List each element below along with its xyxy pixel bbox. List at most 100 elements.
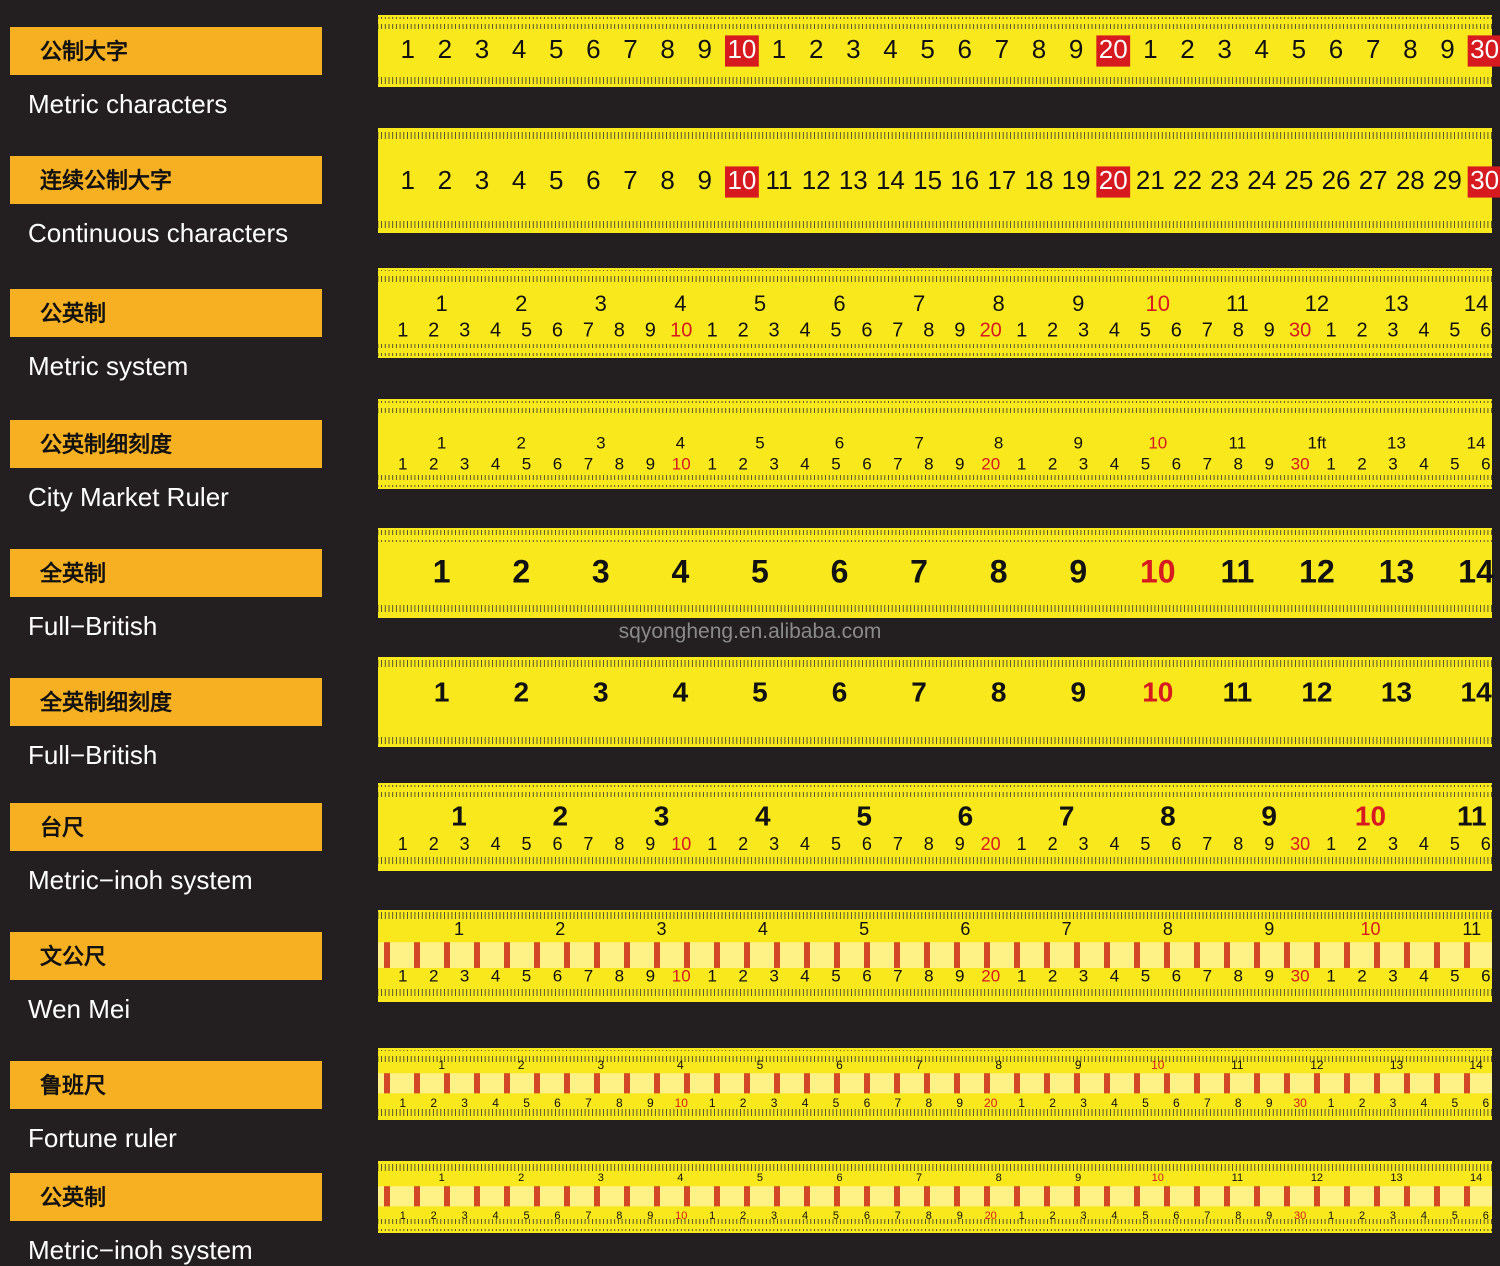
ruler-number: 11 — [1462, 919, 1481, 939]
ruler-number: 13 — [1381, 676, 1412, 707]
ruler-number: 2 — [553, 800, 569, 831]
ruler-number: 5 — [522, 454, 531, 473]
ruler-number: 5 — [521, 319, 532, 341]
ruler — [378, 399, 1492, 489]
label-bar — [10, 549, 322, 597]
ruler-number: 4 — [1421, 1210, 1427, 1222]
ruler-number: 5 — [1450, 454, 1459, 473]
ruler-number: 4 — [676, 433, 685, 452]
ruler-number: 7 — [623, 165, 637, 195]
label-bar — [10, 1061, 322, 1109]
ruler-number: 1 — [398, 966, 407, 985]
ruler-number: 6 — [1480, 319, 1491, 341]
ruler-number: 9 — [956, 1096, 963, 1110]
ruler-number: 4 — [799, 319, 810, 341]
ruler-number: 8 — [994, 433, 1003, 452]
ruler-number: 7 — [585, 1210, 591, 1222]
ruler-number: 1 — [399, 1096, 406, 1110]
ruler-number: 1 — [1017, 454, 1026, 473]
ruler-number: 1 — [1326, 834, 1336, 854]
ruler-number: 12 — [1311, 1172, 1323, 1184]
ruler-number: 12 — [802, 165, 831, 195]
ruler-number: 3 — [657, 919, 667, 939]
ruler-number: 7 — [584, 966, 593, 985]
ruler-number: 6 — [958, 800, 974, 831]
ruler-number: 9 — [1266, 1096, 1273, 1110]
ruler-number: 8 — [1160, 800, 1176, 831]
ruler-number: 6 — [1482, 1096, 1489, 1110]
ruler-number: 3 — [1080, 1210, 1086, 1222]
ruler-ticks-top — [378, 130, 1492, 142]
ruler-number: 3 — [459, 319, 470, 341]
ruler-number: 3 — [460, 834, 470, 854]
ruler-number: 8 — [1233, 319, 1244, 341]
label-bar — [10, 156, 322, 204]
ruler-number: 6 — [831, 553, 849, 589]
ruler-number: 24 — [1247, 165, 1276, 195]
ruler-band — [378, 942, 1492, 968]
ruler-number: 11 — [1231, 1058, 1244, 1072]
ruler-number: 7 — [914, 433, 923, 452]
ruler-number: 7 — [911, 676, 927, 707]
ruler-number: 9 — [645, 319, 656, 341]
ruler-number: 3 — [769, 319, 780, 341]
ruler-number: 5 — [831, 454, 840, 473]
ruler-number: 6 — [861, 319, 872, 341]
ruler-number: 11 — [1223, 676, 1253, 707]
ruler-number: 3 — [1078, 319, 1089, 341]
ruler-ticks-top — [378, 270, 1492, 282]
label-cn: 台尺 — [40, 815, 84, 840]
ruler-number: 26 — [1322, 165, 1351, 195]
ruler-number: 9 — [955, 966, 964, 985]
ruler-number: 5 — [831, 834, 841, 854]
ruler-number: 1 — [1016, 319, 1027, 341]
label-bar — [10, 420, 322, 468]
ruler-number: 3 — [771, 1210, 777, 1222]
ruler-number: 5 — [757, 1058, 764, 1072]
ruler-number: 6 — [864, 1096, 871, 1110]
ruler-number: 2 — [1357, 454, 1366, 473]
ruler-number: 30 — [1290, 834, 1310, 854]
ruler-number: 1 — [707, 834, 717, 854]
ruler-number: 1 — [1019, 1210, 1025, 1222]
ruler-number: 1 — [1326, 454, 1335, 473]
ruler-number: 1ft — [1307, 433, 1326, 452]
ruler-number: 10 — [675, 1096, 689, 1110]
ruler-number: 6 — [862, 454, 871, 473]
ruler-number: 4 — [1111, 1210, 1117, 1222]
ruler-number: 10 — [727, 165, 756, 195]
ruler-number: 1 — [400, 165, 414, 195]
ruler-number: 5 — [831, 966, 840, 985]
ruler-number: 5 — [1141, 966, 1150, 985]
ruler-number: 8 — [1403, 34, 1417, 64]
ruler-number: 1 — [707, 319, 718, 341]
ruler-number: 6 — [1483, 1210, 1489, 1222]
ruler-number: 9 — [698, 165, 712, 195]
label-cn: 全英制细刻度 — [39, 690, 173, 715]
ruler-number: 23 — [1210, 165, 1239, 195]
ruler-number: 9 — [1075, 1058, 1082, 1072]
ruler-number: 2 — [809, 34, 823, 64]
label-cn: 连续公制大字 — [40, 168, 172, 193]
ruler-number: 2 — [1356, 319, 1367, 341]
ruler-number: 5 — [1450, 834, 1460, 854]
ruler-number: 9 — [1264, 919, 1274, 939]
ruler-number: 9 — [698, 34, 712, 64]
ruler-number: 4 — [1419, 966, 1428, 985]
ruler-number: 8 — [990, 553, 1008, 589]
ruler-number: 5 — [523, 1210, 529, 1222]
ruler-number: 7 — [585, 1096, 592, 1110]
ruler-number: 5 — [1450, 966, 1459, 985]
label-cn: 公英制 — [40, 301, 106, 326]
ruler-number: 6 — [1171, 834, 1181, 854]
ruler-ticks-bottom — [378, 604, 1492, 616]
ruler-number: 3 — [593, 676, 609, 707]
ruler-number: 10 — [672, 966, 691, 985]
ruler-number: 14 — [876, 165, 905, 195]
label-en: Metric−inoh system — [28, 1235, 253, 1265]
ruler-number: 5 — [523, 1096, 530, 1110]
ruler-number: 8 — [1233, 834, 1243, 854]
ruler-number: 2 — [515, 291, 527, 316]
ruler-number: 9 — [1073, 433, 1082, 452]
ruler-number: 18 — [1025, 165, 1054, 195]
